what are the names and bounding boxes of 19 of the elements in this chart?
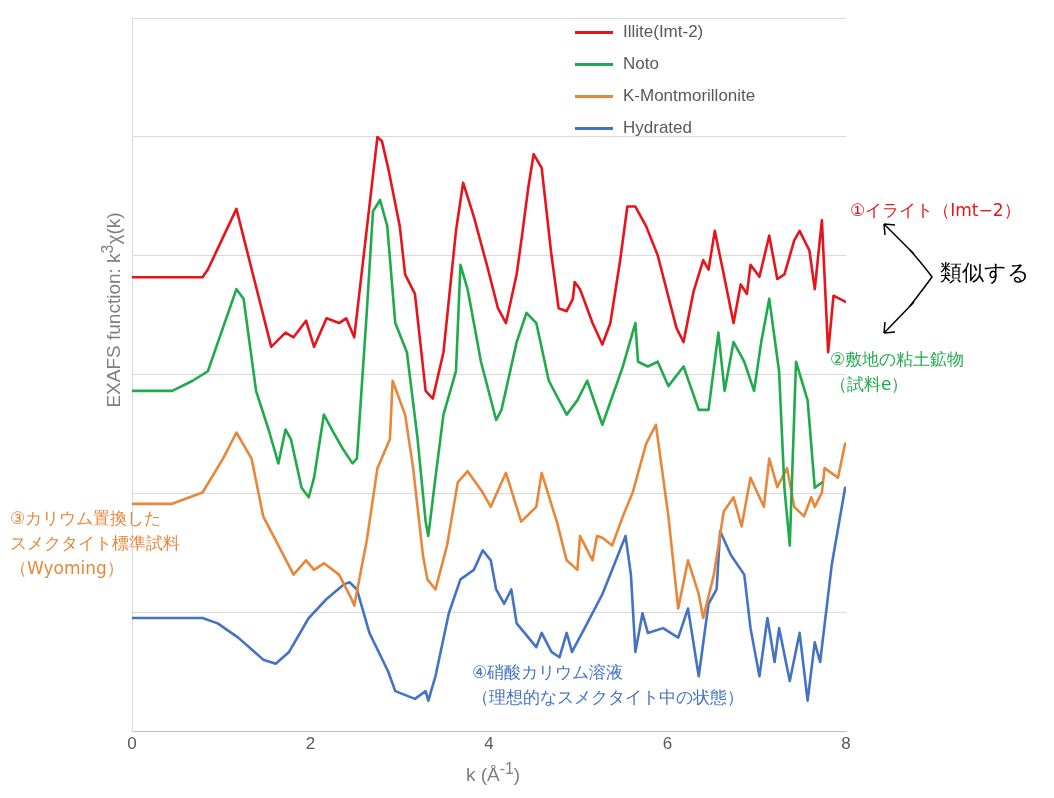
x-tick-label: 6 — [662, 734, 673, 754]
annotation: （試料e） — [830, 373, 909, 396]
annotation: ③カリウム置換した — [10, 507, 162, 530]
x-axis-title: k (Å$^{-1}$) — [465, 760, 521, 787]
text: ①イライト（Imt−2） — [850, 199, 1021, 222]
legend-label: Noto — [623, 54, 659, 74]
x-tick-label: 2 — [305, 734, 316, 754]
text: （Wyoming） — [10, 557, 124, 580]
text: 類似する — [940, 260, 1030, 285]
x-tick-label: 4 — [484, 734, 494, 754]
annotation: スメクタイト標準試料 — [10, 532, 180, 555]
legend-label: Illite(Imt-2) — [623, 22, 704, 42]
annotation: ②敷地の粘土鉱物 — [830, 348, 965, 371]
x-tick-label: 0 — [127, 734, 137, 754]
legend-label: K-Montmorillonite — [623, 86, 756, 106]
annotation: ④硝酸カリウム溶液 — [472, 661, 624, 684]
annotation: （理想的なスメクタイト中の状態） — [472, 686, 744, 709]
legend-label: Hydrated — [623, 118, 692, 138]
x-tick-label: 8 — [841, 734, 851, 754]
